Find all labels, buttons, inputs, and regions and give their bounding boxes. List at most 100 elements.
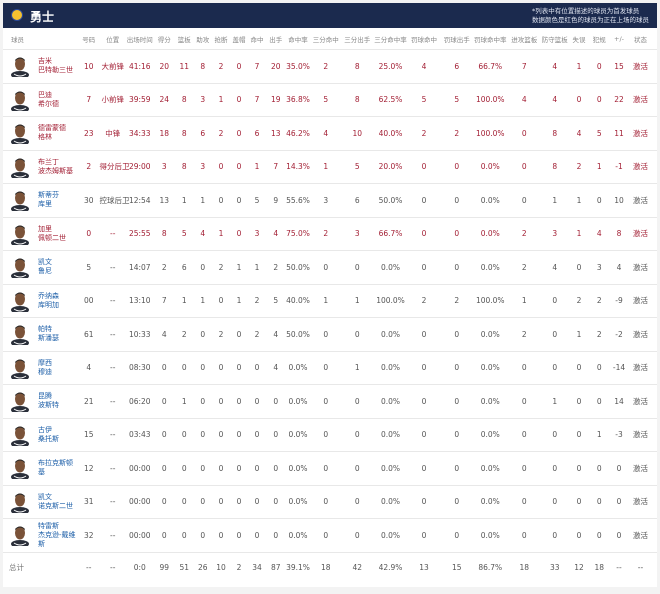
player-cell[interactable]: 古伊 桑托斯 <box>3 424 78 448</box>
stat-0: 4 <box>86 363 92 373</box>
stat-3: 4 <box>161 329 167 339</box>
stat-18: 4 <box>552 262 558 272</box>
stat-7: 0 <box>236 61 242 71</box>
player-name-link[interactable]: 巴迪 希尔德 <box>38 91 78 109</box>
table-row: 摩西 穆迪 4 -- 08:30 0 0 0 0 0 0 4 0.0% 0 1 0.0% 0 0 0.0% 0 0 0 0-… <box>3 352 657 385</box>
player-cell[interactable]: 昆腾 波斯特 <box>3 390 78 415</box>
player-name-link[interactable]: 加里 佩顿二世 <box>38 225 78 243</box>
stat-2: 34:33 <box>128 128 151 138</box>
stat-3: 0 <box>161 396 167 406</box>
player-cell[interactable]: 斯蒂芬 库里 <box>3 189 78 214</box>
player-cell[interactable]: 加里 佩顿二世 <box>3 223 78 247</box>
player-cell[interactable]: 摩西 穆迪 <box>3 357 78 381</box>
stat-6: 1 <box>218 95 224 105</box>
player-last-name: 桑托斯 <box>38 434 59 443</box>
stat-13: 0.0% <box>380 430 401 440</box>
stat-8: 2 <box>254 296 260 306</box>
player-cell[interactable]: 乔纳森 库明加 <box>3 290 78 314</box>
status-badge: 激活 <box>633 229 648 239</box>
player-last-name: 鲁尼 <box>38 267 52 276</box>
player-name-link[interactable]: 凯文 诺克斯二世 <box>38 493 78 511</box>
stat-19: 0 <box>576 363 582 373</box>
stat-16: 0.0% <box>480 363 500 373</box>
player-name-link[interactable]: 帕特 斯潘瑟 <box>38 325 78 343</box>
stat-21: -1 <box>615 162 623 172</box>
stat-1: -- <box>110 530 116 540</box>
stat-14: 0 <box>421 530 427 540</box>
total-stat-16: 86.7% <box>478 563 503 572</box>
column-header: 助攻 <box>196 35 210 44</box>
player-last-name: 诺克斯二世 <box>38 501 73 510</box>
stat-14: 5 <box>421 95 427 105</box>
stat-15: 2 <box>454 128 460 138</box>
player-cell[interactable]: 吉米 巴特勒三世 <box>3 55 78 80</box>
stat-16: 0.0% <box>480 530 500 540</box>
player-name-link[interactable]: 斯蒂芬 库里 <box>38 191 78 209</box>
stat-10: 50.0% <box>286 329 310 339</box>
player-first-name: 乔纳森 <box>38 291 59 300</box>
player-cell[interactable]: 布拉克斯顿基 <box>3 457 78 482</box>
table-row: 帕特 斯潘瑟 61 -- 10:33 4 2 0 2 0 2 4 50.0% 0 0 0.0% 0 0 0.0% 2 0… <box>3 318 657 352</box>
note-on-court: 数据颜色是红色的球员为正在上场的球员 <box>532 15 649 24</box>
stat-5: 0 <box>200 530 206 540</box>
column-header: 位置 <box>106 35 120 44</box>
stat-21: 14 <box>614 396 624 406</box>
status-badge: 激活 <box>633 396 648 406</box>
stat-11: 0 <box>323 396 329 406</box>
stat-12: 0 <box>354 463 360 473</box>
stat-3: 18 <box>159 128 170 138</box>
stat-9: 5 <box>273 296 279 306</box>
stat-15: 0 <box>454 262 460 272</box>
stat-1: 大前锋 <box>101 61 125 71</box>
stat-11: 0 <box>323 262 329 272</box>
stat-14: 4 <box>421 61 427 71</box>
player-name-link[interactable]: 古伊 桑托斯 <box>38 426 78 444</box>
player-cell[interactable]: 布兰丁 波杰姆斯基 <box>3 156 78 180</box>
total-stat-3: 99 <box>159 563 170 572</box>
player-name-link[interactable]: 特雷斯 杰克逊-戴维斯 <box>38 522 78 549</box>
player-name-link[interactable]: 布拉克斯顿基 <box>38 459 78 477</box>
stat-0: 12 <box>83 463 94 473</box>
player-cell[interactable]: 凯文 诺克斯二世 <box>3 491 78 515</box>
stat-2: 29:00 <box>128 162 151 172</box>
stat-19: 0 <box>576 497 582 507</box>
stat-11: 2 <box>323 61 329 71</box>
player-name-link[interactable]: 摩西 穆迪 <box>38 359 78 377</box>
player-name-link[interactable]: 凯文 鲁尼 <box>38 258 78 276</box>
stat-13: 0.0% <box>380 497 401 507</box>
stat-8: 2 <box>254 329 260 339</box>
stat-16: 0.0% <box>480 430 500 440</box>
stat-1: -- <box>110 463 116 473</box>
stat-4: 8 <box>181 128 187 138</box>
player-cell[interactable]: 巴迪 希尔德 <box>3 89 78 113</box>
player-cell[interactable]: 特雷斯 杰克逊-戴维斯 <box>3 522 78 549</box>
stat-7: 0 <box>236 229 242 239</box>
player-name-link[interactable]: 布兰丁 波杰姆斯基 <box>38 158 78 176</box>
stat-20: 0 <box>596 396 602 406</box>
column-header: 进攻篮板 <box>511 35 538 44</box>
stat-2: 00:00 <box>128 497 151 507</box>
stat-1: -- <box>110 296 116 306</box>
player-last-name: 杰克逊-戴维斯 <box>38 530 76 548</box>
stat-21: 10 <box>614 195 624 205</box>
player-name-link[interactable]: 昆腾 波斯特 <box>38 392 78 410</box>
table-row: 凯文 鲁尼 5 -- 14:07 2 6 0 2 1 1 2 50.0% 0 0 0.0% 0 0 0.0% 2 4 0 3… <box>3 251 657 285</box>
player-name-link[interactable]: 德雷蒙德 格林 <box>38 124 78 142</box>
player-cell[interactable]: 帕特 斯潘瑟 <box>3 323 78 348</box>
stat-16: 0.0% <box>480 195 500 205</box>
stat-5: 0 <box>200 497 206 507</box>
stat-20: 2 <box>596 296 602 306</box>
stat-16: 100.0% <box>475 296 505 306</box>
stat-15: 5 <box>454 95 460 105</box>
player-cell[interactable]: 凯文 鲁尼 <box>3 256 78 281</box>
status-badge: 激活 <box>633 61 648 71</box>
status-badge: 激活 <box>633 363 648 373</box>
stat-0: 5 <box>86 262 92 272</box>
player-name-link[interactable]: 乔纳森 库明加 <box>38 292 78 310</box>
stat-6: 0 <box>218 396 224 406</box>
player-cell[interactable]: 德雷蒙德 格林 <box>3 122 78 147</box>
stat-17: 0 <box>521 430 527 440</box>
player-name-link[interactable]: 吉米 巴特勒三世 <box>38 57 78 75</box>
player-first-name: 凯文 <box>38 492 52 501</box>
stat-3: 0 <box>161 430 167 440</box>
